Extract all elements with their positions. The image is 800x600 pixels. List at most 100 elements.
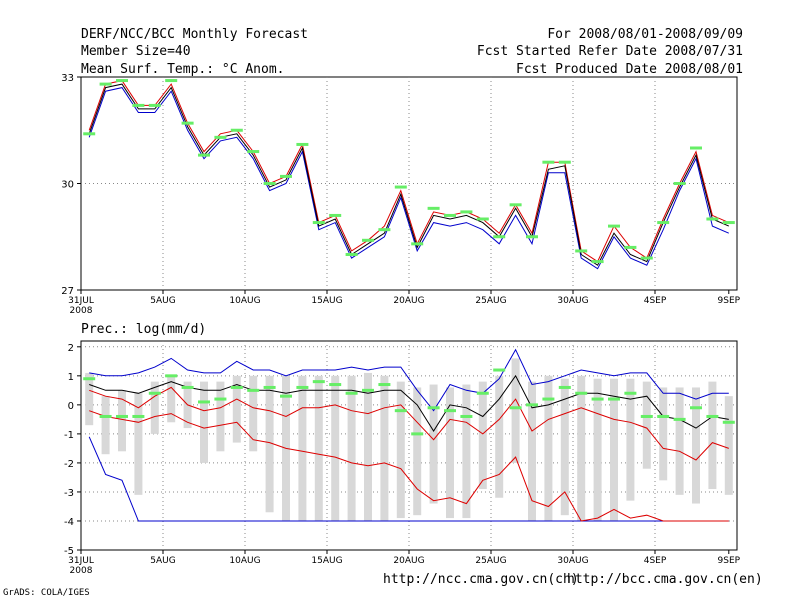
temp-marker-2 [116,79,128,83]
temp-marker-25 [493,235,506,239]
prec-marker-24 [476,391,489,395]
prec-marker-15 [329,383,342,387]
x-tick-label-1-5: 25AUG [475,556,506,566]
prec-box-0 [85,372,94,426]
temp-marker-3 [132,103,145,107]
refer-date-label: Fcst Started Refer Date 2008/07/31 [476,44,743,59]
prec-max-line [89,348,729,412]
temp-marker-10 [247,150,260,154]
x-tick-label-0-2: 10AUG [229,296,260,306]
y-tick-label-0-2: 33 [61,73,74,84]
temp-marker-39 [722,221,735,225]
prec-marker-14 [312,380,325,384]
prec-marker-8 [214,397,227,401]
temp-marker-23 [460,210,473,214]
prec-marker-16 [345,391,358,395]
forecast-period-label: For 2008/08/01-2008/09/09 [547,27,743,42]
temp-upper-line [88,80,730,263]
x-tick-label-1-6: 30AUG [557,556,588,566]
temp-marker-16 [345,253,358,256]
prec-marker-20 [411,432,424,436]
prec-marker-9 [230,385,243,389]
prec-marker-37 [690,406,702,410]
prec-marker-36 [673,417,686,421]
temp-marker-21 [427,206,440,210]
x-tick-label-0-4: 20AUG [393,296,424,306]
prec-marker-29 [558,385,571,389]
temp-marker-28 [542,160,555,164]
temp-marker-9 [230,128,243,132]
temp-marker-37 [690,146,702,150]
prec-marker-26 [509,406,522,410]
prec-marker-7 [198,400,210,404]
temp-marker-24 [476,217,489,221]
prec-mean-line [89,374,729,432]
temp-marker-14 [312,221,325,225]
x-tick-label-1-4: 20AUG [393,556,424,566]
x-tick-label-1-0: 31JUL [68,556,94,566]
precipitation-panel-title: Prec.: log(mm/d) [81,322,207,337]
y-tick-label-1-2: -3 [64,488,74,499]
prec-box-5 [167,375,176,423]
x-tick-label-1-8: 9SEP [718,556,741,566]
temp-mean-line [88,83,729,266]
prec-marker-6 [181,385,194,389]
prec-box-35 [659,387,668,481]
prec-box-1 [101,396,110,455]
prec-marker-22 [444,409,456,413]
temp-marker-35 [657,221,670,225]
prec-box-8 [216,381,225,452]
temp-marker-33 [624,245,637,249]
prec-box-16 [347,375,356,521]
y-tick-label-0-0: 27 [61,286,74,297]
x-tick-label-1-2: 10AUG [229,556,260,566]
ncc-url-link[interactable]: http://ncc.cma.gov.cn(ch) [383,572,579,587]
temp-marker-27 [526,235,538,239]
y-tick-label-0-1: 30 [61,180,74,191]
bcc-url-link[interactable]: http://bcc.cma.gov.cn(en) [567,572,763,587]
prec-marker-5 [165,374,178,378]
x-year-label-1: 2008 [70,566,93,576]
prec-box-3 [134,393,143,495]
temp-marker-36 [673,182,686,185]
temp-lower-line [88,87,729,270]
temp-marker-6 [181,121,194,125]
prec-box-34 [642,381,651,469]
prec-marker-39 [722,420,735,424]
y-tick-label-1-0: -5 [64,546,74,557]
chart-title: DERF/NCC/BCC Monthly Forecast [81,27,308,42]
prec-marker-12 [280,394,292,398]
prec-box-36 [675,387,684,495]
prec-box-33 [626,378,635,501]
x-tick-label-0-3: 15AUG [311,296,342,306]
temp-marker-20 [411,242,424,246]
x-tick-label-0-1: 5AUG [150,296,175,306]
prec-box-28 [544,375,553,521]
prec-marker-4 [148,391,161,395]
prec-marker-23 [460,414,473,418]
temp-marker-38 [706,217,719,221]
prec-box-27 [528,381,536,521]
temp-marker-5 [165,79,178,83]
x-tick-label-1-3: 15AUG [311,556,342,566]
temp-marker-34 [640,256,653,260]
x-tick-label-1-7: 4SEP [644,556,667,566]
prec-marker-31 [591,397,604,401]
prec-lower-red-line [89,410,729,522]
prec-box-13 [298,375,307,521]
temp-marker-30 [575,249,588,253]
temp-marker-0 [83,132,96,136]
prec-box-25 [495,375,504,498]
member-size-label: Member Size=40 [81,44,191,59]
prec-box-39 [724,396,733,495]
temp-marker-17 [362,238,374,242]
prec-box-17 [364,372,372,521]
prec-box-15 [331,375,340,521]
prec-box-9 [232,375,241,443]
prec-box-30 [577,375,586,521]
prec-box-2 [118,390,126,452]
temp-marker-1 [99,82,112,86]
prec-box-21 [429,384,438,504]
prec-box-4 [150,381,159,434]
temp-marker-29 [558,160,571,164]
